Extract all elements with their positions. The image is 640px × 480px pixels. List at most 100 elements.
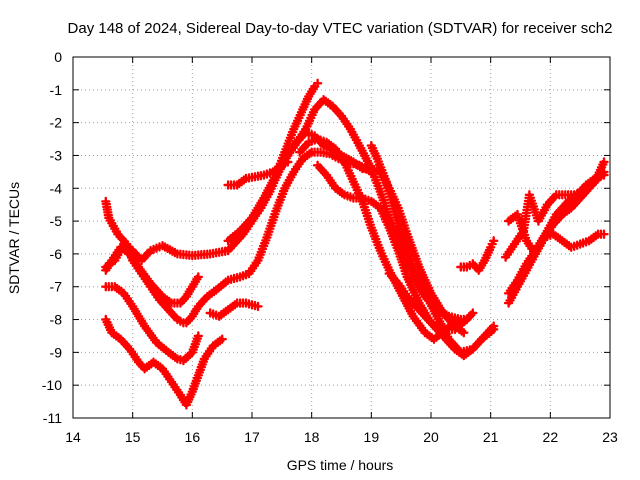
data-point: [554, 212, 558, 217]
y-tick-label: -3: [50, 147, 63, 163]
data-point: [175, 357, 179, 361]
data-point: [166, 308, 171, 312]
data-point: [214, 288, 218, 292]
data-point: [247, 272, 251, 276]
data-point: [342, 160, 347, 164]
data-point: [521, 229, 526, 233]
data-point: [402, 242, 406, 246]
series-arc-g: [205, 298, 263, 321]
series-arc-o: [456, 236, 499, 275]
data-point: [307, 94, 311, 98]
data-point: [369, 199, 373, 203]
x-tick-label: 16: [185, 429, 201, 445]
data-point: [351, 180, 355, 184]
data-point: [151, 360, 156, 364]
data-point: [423, 291, 427, 295]
data-point: [160, 367, 165, 371]
data-point: [262, 173, 266, 177]
data-point: [602, 173, 606, 177]
data-point: [113, 285, 117, 289]
data-point: [465, 317, 469, 322]
data-point: [378, 249, 382, 253]
data-point: [489, 245, 493, 249]
data-point: [184, 321, 188, 325]
data-point: [226, 239, 230, 243]
data-point: [316, 137, 320, 141]
data-point: [375, 157, 379, 161]
data-point: [387, 272, 391, 276]
data-point: [104, 317, 108, 322]
x-tick-label: 15: [125, 429, 141, 445]
data-point: [286, 153, 290, 158]
data-point: [369, 167, 373, 171]
data-point: [226, 183, 230, 187]
y-axis-label: SDTVAR / TECUs: [6, 182, 22, 294]
data-point: [283, 186, 287, 190]
data-point: [411, 314, 415, 318]
data-point: [137, 360, 141, 364]
data-point: [143, 324, 147, 328]
data-series: [101, 78, 609, 410]
data-point: [584, 183, 588, 187]
data-point: [181, 359, 185, 363]
data-point: [122, 242, 126, 246]
data-point: [369, 144, 373, 148]
data-point: [351, 196, 355, 200]
data-point: [504, 255, 508, 259]
data-point: [322, 98, 326, 102]
plus-markers: [101, 314, 227, 410]
data-point: [292, 127, 296, 131]
data-point: [196, 275, 200, 279]
data-point: [417, 301, 421, 305]
data-point: [104, 265, 108, 269]
data-point: [527, 193, 532, 197]
y-tick-label: -9: [50, 344, 63, 360]
data-point: [104, 285, 108, 289]
data-point: [175, 317, 179, 322]
data-point: [339, 114, 344, 118]
x-tick-label: 17: [244, 429, 260, 445]
data-point: [465, 265, 469, 269]
data-point: [357, 144, 361, 148]
data-point: [492, 327, 496, 331]
data-point: [160, 295, 165, 299]
y-tick-label: -10: [42, 377, 62, 393]
data-point: [331, 104, 335, 108]
y-tick-label: -6: [50, 246, 63, 262]
data-point: [143, 367, 147, 371]
data-point: [447, 337, 451, 341]
data-point: [477, 268, 481, 272]
data-point: [250, 216, 254, 220]
data-point: [471, 311, 475, 315]
data-point: [286, 160, 290, 164]
data-point: [310, 150, 314, 154]
data-point: [157, 298, 162, 302]
data-point: [384, 180, 388, 184]
data-point: [551, 232, 555, 236]
data-point: [333, 186, 338, 190]
series-arc-m: [366, 140, 499, 358]
data-point: [569, 206, 573, 210]
data-point: [104, 199, 108, 203]
series-arc-s: [503, 170, 609, 298]
data-point: [307, 140, 311, 144]
data-point: [140, 258, 144, 263]
data-point: [328, 152, 332, 156]
y-tick-label: -1: [50, 82, 63, 98]
data-point: [596, 232, 600, 236]
data-point: [378, 190, 382, 194]
data-point: [316, 163, 320, 167]
series-arc-i: [223, 78, 323, 246]
data-point: [313, 84, 317, 89]
data-point: [178, 301, 182, 305]
x-tick-label: 19: [364, 429, 380, 445]
data-point: [507, 291, 511, 295]
data-point: [238, 275, 242, 279]
y-tick-label: -5: [50, 213, 63, 229]
data-point: [235, 183, 239, 187]
data-point: [313, 107, 317, 112]
data-point: [190, 285, 194, 289]
data-point: [226, 308, 230, 312]
x-tick-label: 14: [65, 429, 81, 445]
chart-title: Day 148 of 2024, Sidereal Day-to-day VTE…: [68, 20, 613, 37]
